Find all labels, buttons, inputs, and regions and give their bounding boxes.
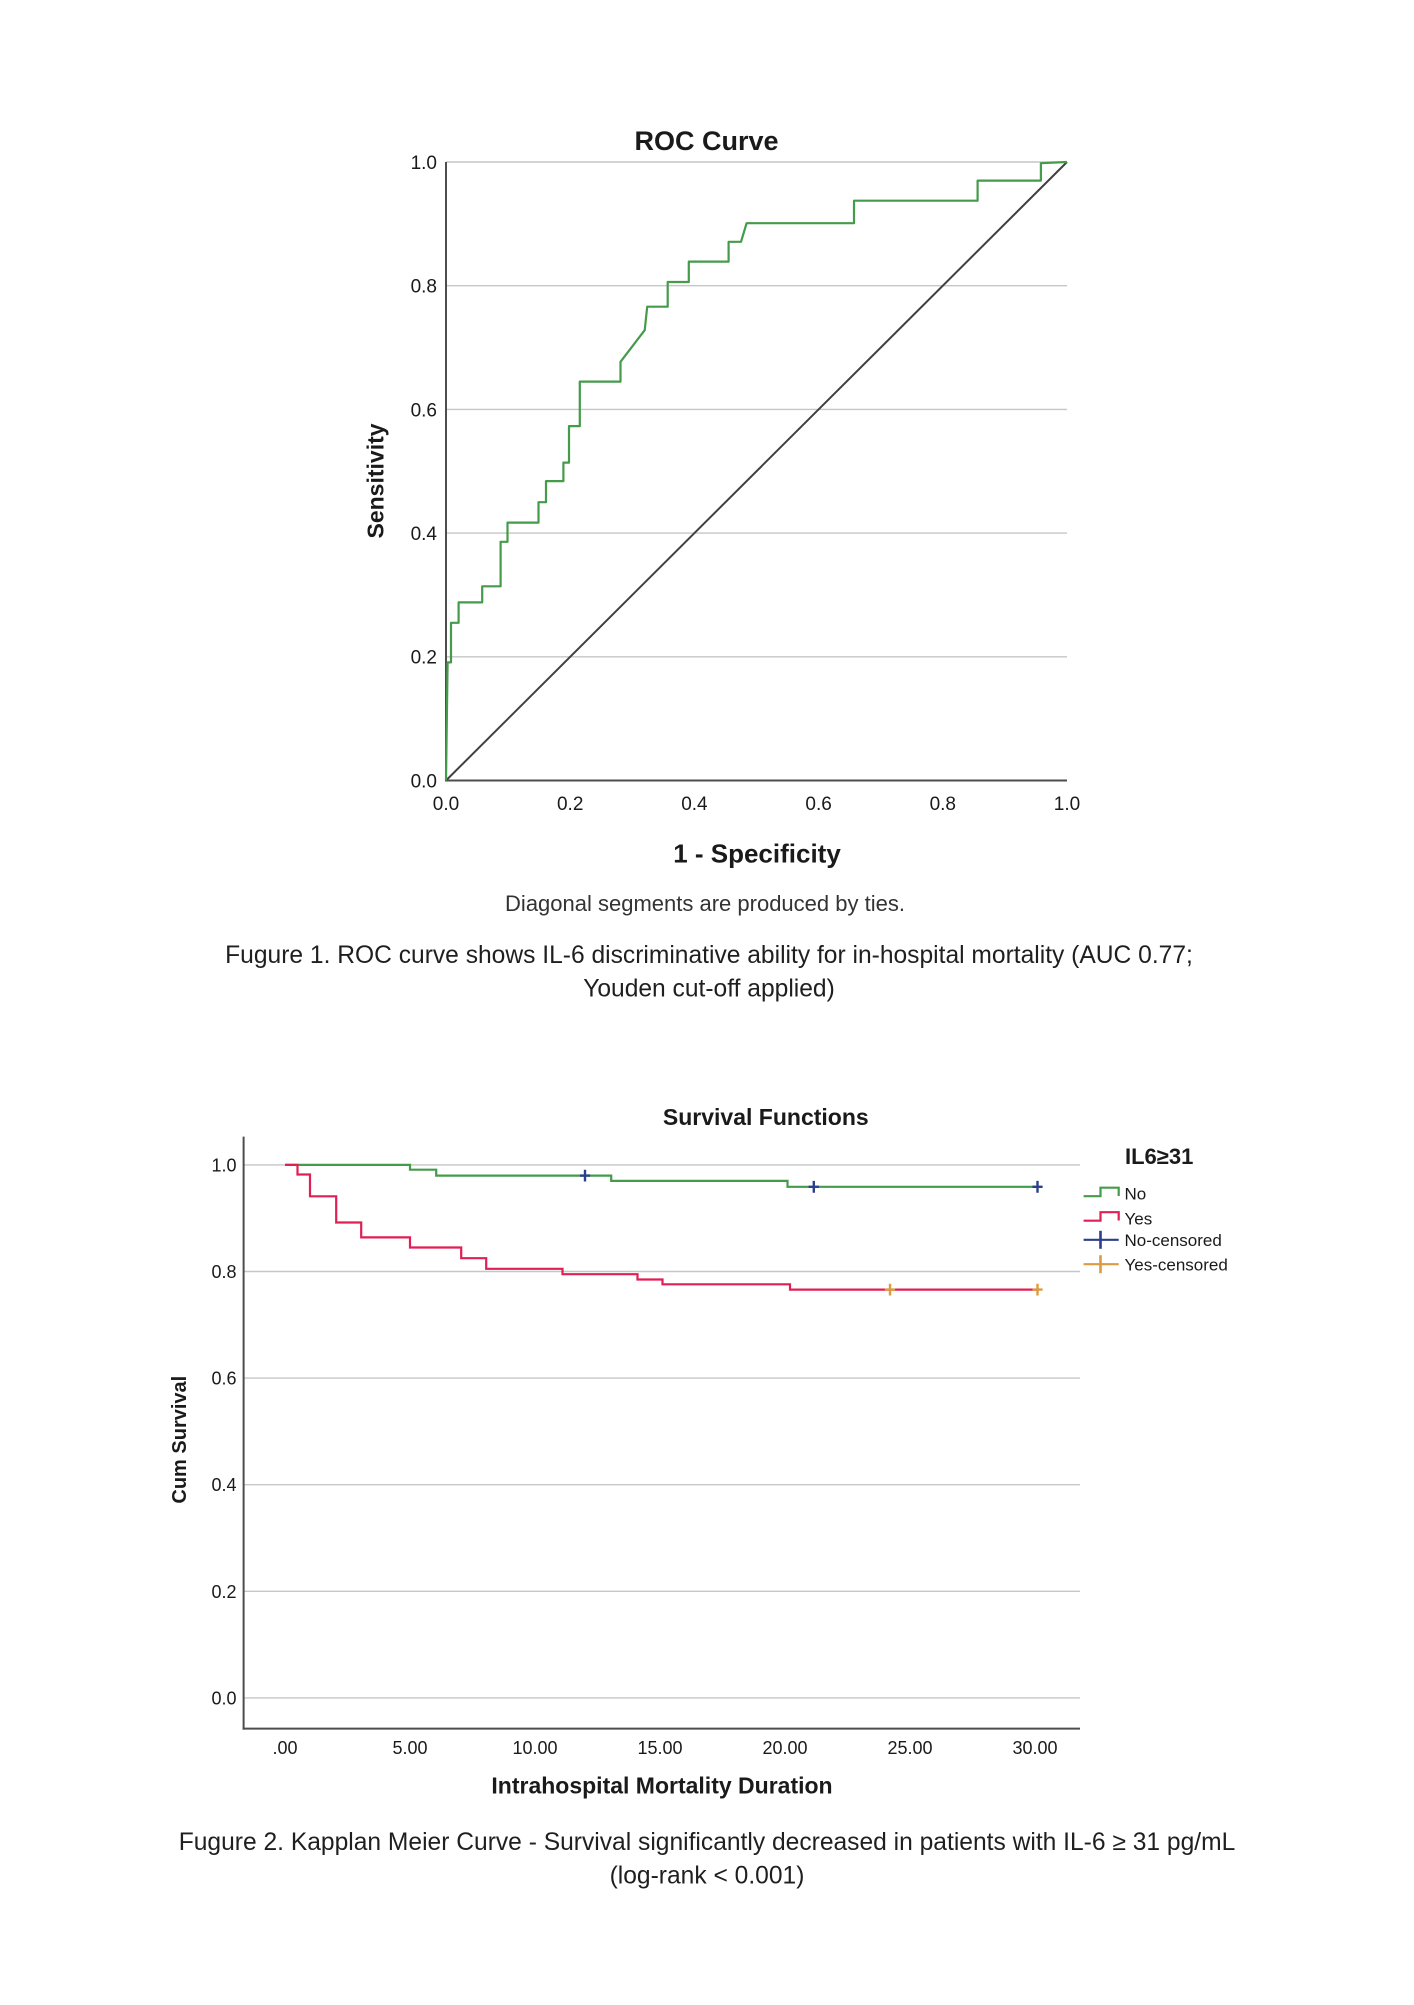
svg-text:Intrahospital Mortality Durati: Intrahospital Mortality Duration [491, 1773, 832, 1799]
svg-text:0.0: 0.0 [411, 771, 437, 792]
svg-text:Sensitivity: Sensitivity [363, 423, 389, 538]
svg-text:1 - Specificity: 1 - Specificity [673, 839, 841, 869]
svg-text:0.8: 0.8 [930, 794, 956, 815]
svg-text:Yes-censored: Yes-censored [1125, 1255, 1228, 1274]
svg-text:10.00: 10.00 [512, 1738, 557, 1758]
svg-text:1.0: 1.0 [1054, 794, 1080, 815]
svg-text:15.00: 15.00 [637, 1738, 682, 1758]
svg-text:.00: .00 [272, 1738, 297, 1758]
svg-text:30.00: 30.00 [1012, 1738, 1057, 1758]
svg-text:0.4: 0.4 [411, 524, 438, 545]
svg-text:Diagonal segments are produced: Diagonal segments are produced by ties. [505, 891, 905, 916]
svg-text:Survival Functions: Survival Functions [663, 1104, 869, 1130]
svg-text:(log-rank < 0.001): (log-rank < 0.001) [610, 1863, 805, 1890]
svg-text:ROC Curve: ROC Curve [634, 126, 778, 156]
svg-text:Yes: Yes [1125, 1209, 1153, 1228]
svg-text:0.6: 0.6 [805, 794, 831, 815]
svg-text:20.00: 20.00 [762, 1738, 807, 1758]
svg-text:0.0: 0.0 [211, 1688, 236, 1708]
svg-text:25.00: 25.00 [887, 1738, 932, 1758]
svg-text:1.0: 1.0 [211, 1155, 236, 1175]
svg-text:0.8: 0.8 [411, 277, 437, 298]
svg-text:Fugure 1. ROC curve shows IL-6: Fugure 1. ROC curve shows IL-6 discrimin… [225, 942, 1193, 969]
svg-text:0.4: 0.4 [681, 794, 708, 815]
svg-text:0.6: 0.6 [411, 400, 437, 421]
svg-text:0.4: 0.4 [211, 1475, 236, 1495]
svg-text:Fugure 2. Kapplan Meier Curve: Fugure 2. Kapplan Meier Curve - Survival… [179, 1829, 1236, 1856]
svg-text:IL6≥31: IL6≥31 [1125, 1144, 1193, 1169]
svg-text:No-censored: No-censored [1125, 1231, 1222, 1250]
svg-text:0.2: 0.2 [411, 648, 437, 669]
svg-text:1.0: 1.0 [411, 153, 437, 174]
svg-text:0.6: 0.6 [211, 1369, 236, 1389]
svg-text:No: No [1125, 1185, 1147, 1204]
svg-text:0.0: 0.0 [433, 794, 459, 815]
svg-text:0.2: 0.2 [211, 1582, 236, 1602]
svg-text:5.00: 5.00 [392, 1738, 427, 1758]
svg-text:0.8: 0.8 [211, 1262, 236, 1282]
svg-text:Youden cut-off applied): Youden cut-off applied) [583, 976, 835, 1003]
svg-text:0.2: 0.2 [557, 794, 583, 815]
svg-text:Cum Survival: Cum Survival [169, 1376, 191, 1504]
